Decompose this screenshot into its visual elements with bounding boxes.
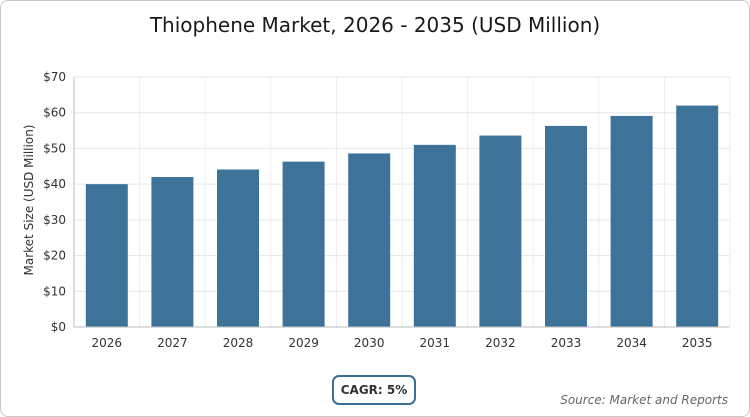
chart-title: Thiophene Market, 2026 - 2035 (USD Milli… — [149, 13, 601, 37]
x-tick-label: 2034 — [616, 336, 647, 350]
bar — [413, 144, 456, 327]
x-tick-label: 2035 — [682, 336, 713, 350]
bar — [676, 105, 719, 327]
bar — [282, 161, 325, 327]
y-tick-label: $30 — [43, 213, 66, 227]
bar — [545, 125, 587, 327]
y-axis-label: Market Size (USD Million) — [22, 125, 36, 276]
bars — [85, 105, 719, 327]
x-tick-labels: 2026 2027 2028 2029 2030 2031 2032 2033 2034 2035 — [92, 336, 713, 350]
x-tick-label: 2029 — [288, 336, 319, 350]
y-tick-label: $50 — [43, 141, 66, 155]
x-tick-label: 2027 — [157, 336, 188, 350]
bar — [610, 115, 653, 327]
bar — [348, 153, 391, 327]
y-tick-label: $40 — [43, 177, 66, 191]
y-tick-label: $20 — [43, 249, 66, 263]
axes — [73, 77, 730, 328]
bar — [151, 177, 194, 327]
y-tick-label: $60 — [43, 106, 66, 120]
y-tick-labels: $0 $10 $20 $30 $40 $50 $60 $70 — [43, 70, 66, 334]
source-note: Source: Market and Reports — [560, 393, 728, 407]
cagr-badge: CAGR: 5% — [332, 375, 416, 405]
x-tick-label: 2032 — [485, 336, 516, 350]
x-tick-label: 2026 — [92, 336, 123, 350]
y-tick-label: $70 — [43, 70, 66, 84]
x-tick-label: 2030 — [354, 336, 385, 350]
y-tick-label: $0 — [51, 320, 66, 334]
y-tick-label: $10 — [43, 284, 66, 298]
bar — [479, 135, 522, 327]
x-tick-label: 2033 — [551, 336, 582, 350]
bar — [217, 169, 259, 327]
x-tick-label: 2028 — [223, 336, 254, 350]
x-tick-label: 2031 — [420, 336, 451, 350]
bar — [85, 184, 128, 327]
